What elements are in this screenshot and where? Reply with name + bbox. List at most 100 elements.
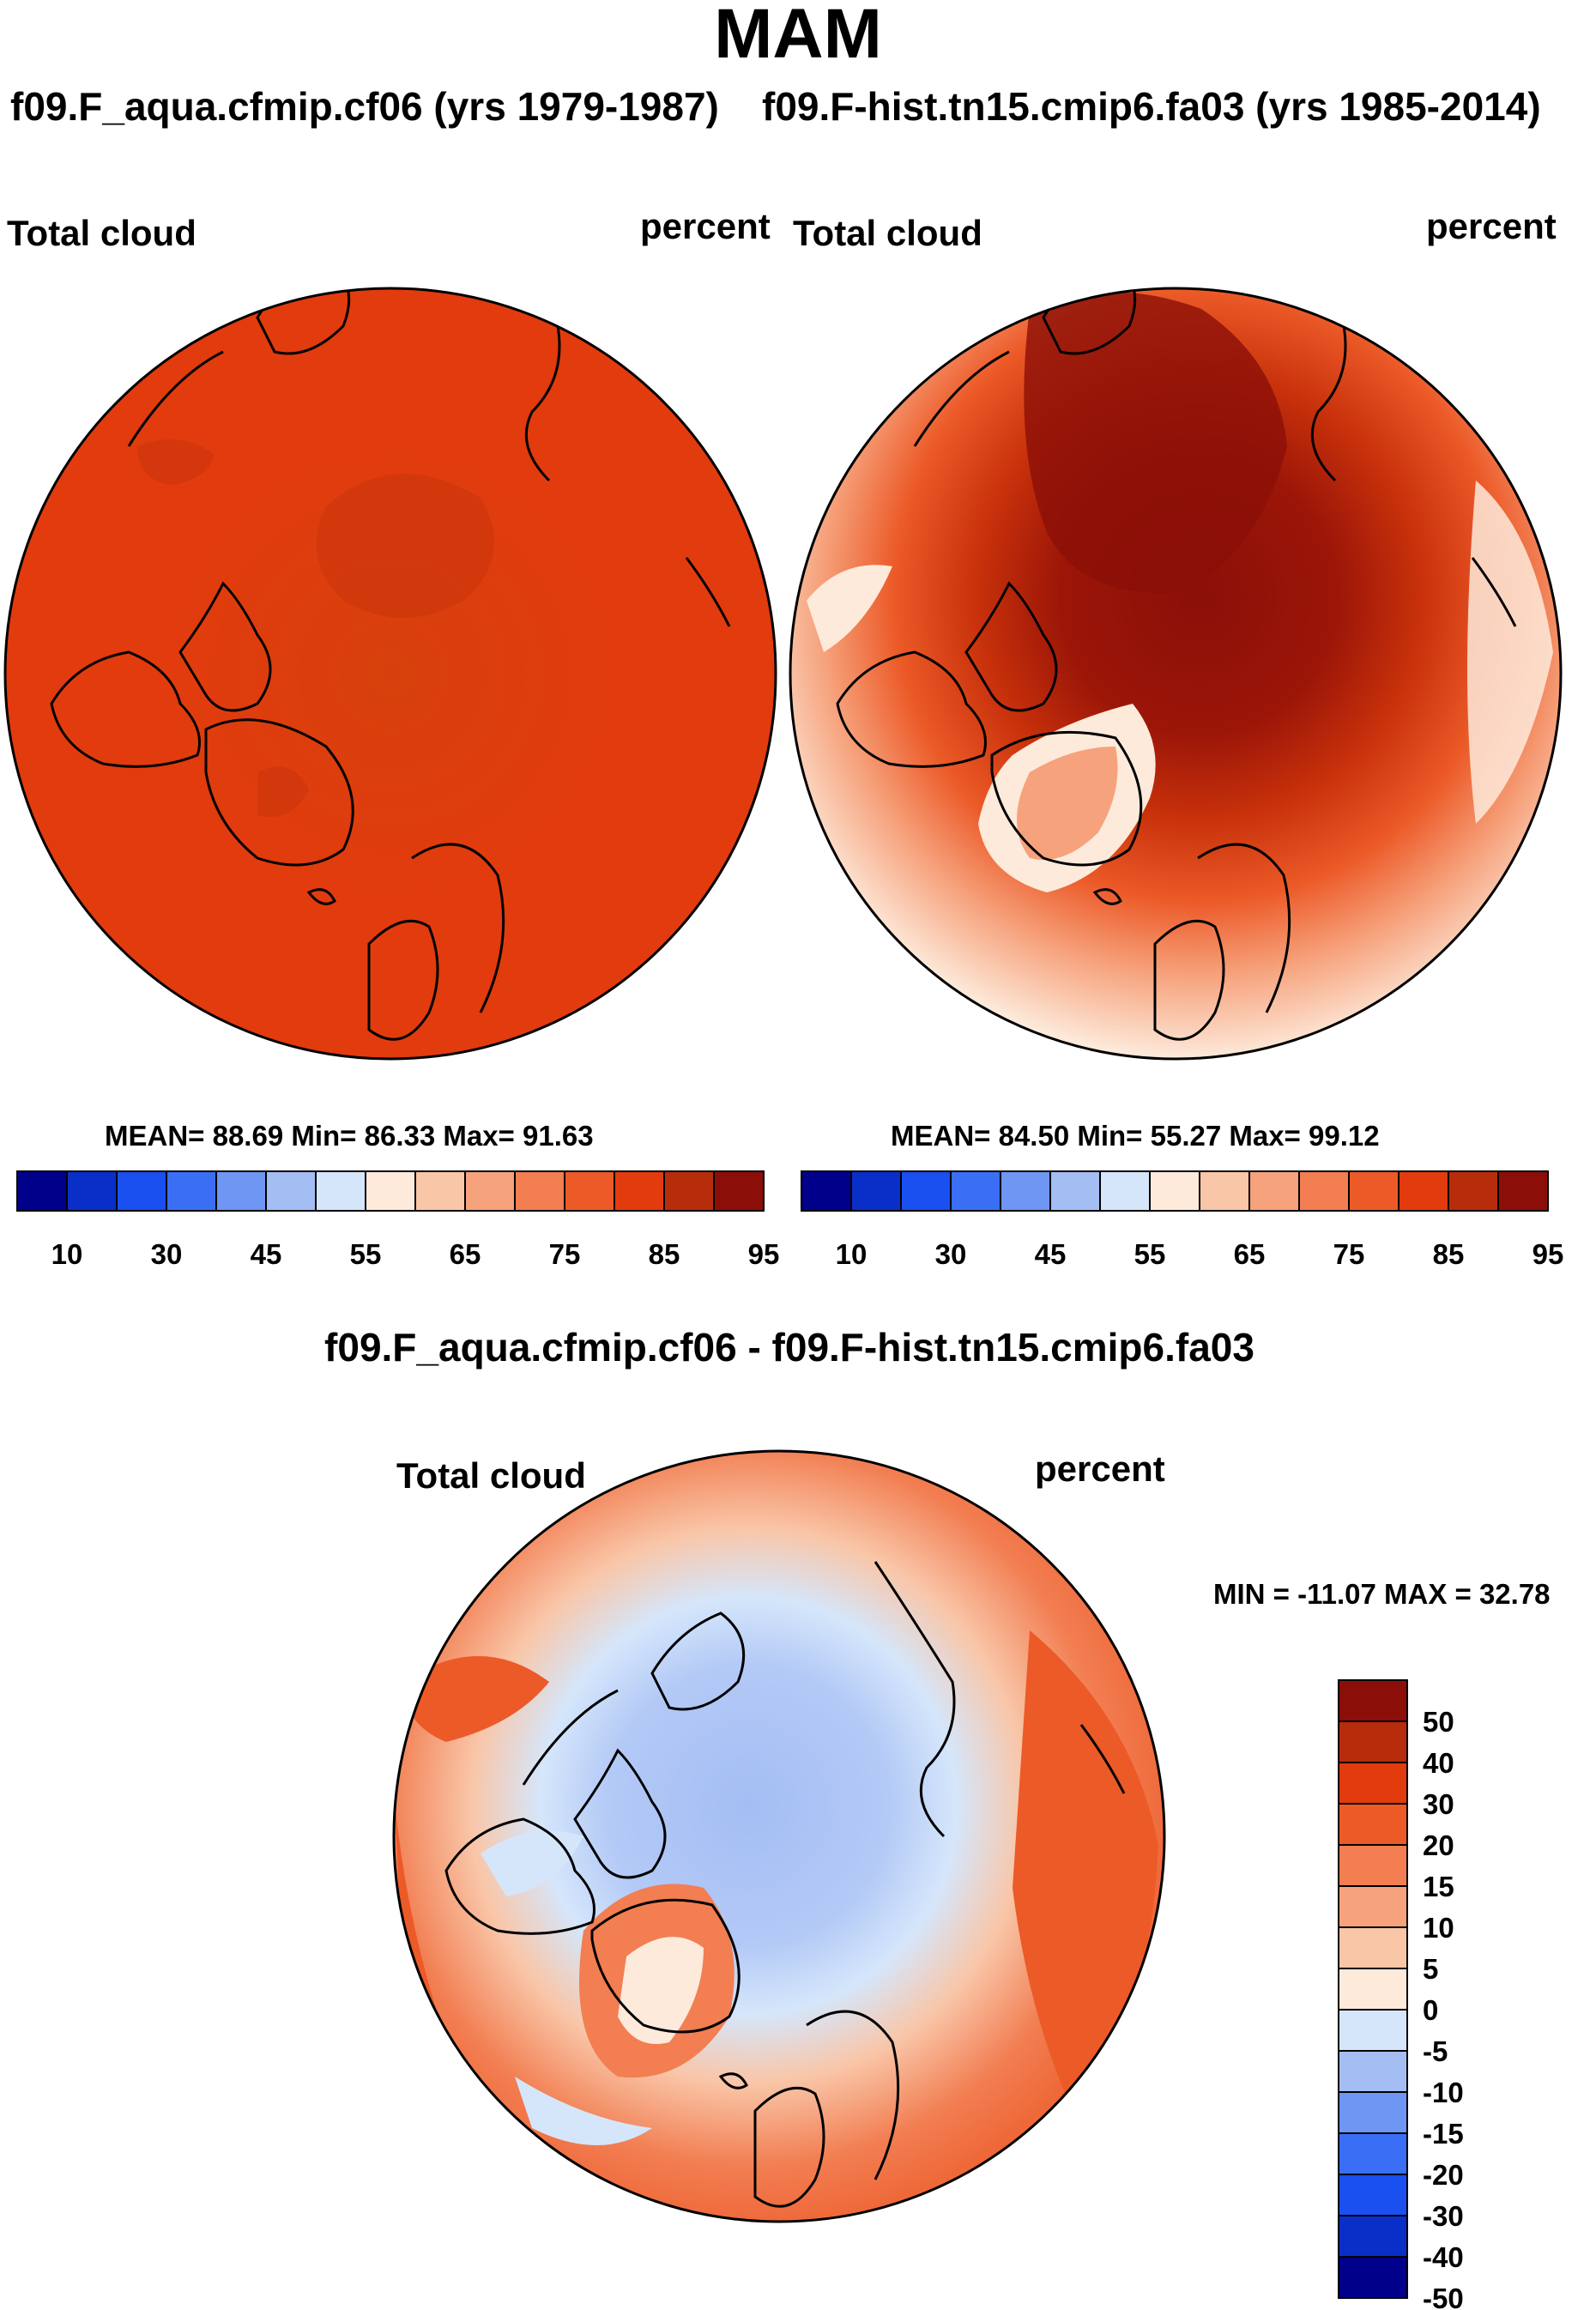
map-panel-difference bbox=[392, 1449, 1166, 2223]
labelbar-tick-label: -20 bbox=[1423, 2159, 1464, 2191]
map1-contours bbox=[137, 439, 494, 817]
labelbar-tick-label: -30 bbox=[1423, 2200, 1464, 2232]
labelbar-tick-label: -40 bbox=[1423, 2241, 1464, 2273]
labelbar-tick-label: 0 bbox=[1423, 1994, 1438, 2026]
labelbar-swatch bbox=[1338, 1968, 1408, 2011]
labelbar-swatch bbox=[1448, 1170, 1499, 1212]
labelbar-swatch bbox=[166, 1170, 217, 1212]
labelbar-swatch bbox=[365, 1170, 416, 1212]
labelbar-panel-2: 10 30 45 55 65 75 85 95 bbox=[801, 1170, 1564, 1270]
labelbar-tick-label: 50 bbox=[1423, 1706, 1454, 1738]
labelbar-tick-label: 20 bbox=[1423, 1829, 1454, 1861]
labelbar-swatch bbox=[1338, 1762, 1408, 1805]
labelbar-tick-label: 10 bbox=[51, 1238, 83, 1270]
labelbar-swatch bbox=[950, 1170, 1001, 1212]
labelbar-swatch bbox=[315, 1170, 366, 1212]
labelbar-swatch bbox=[1338, 2256, 1408, 2299]
labelbar-swatch bbox=[1338, 1679, 1408, 1722]
labelbar-swatch bbox=[1248, 1170, 1300, 1212]
diff-variable: Total cloud bbox=[396, 1455, 586, 1496]
panel1-stats: MEAN= 88.69 Min= 86.33 Max= 91.63 bbox=[105, 1120, 594, 1152]
labelbar-tick-label: -10 bbox=[1423, 2077, 1464, 2108]
case2-title: f09.F-hist.tn15.cmip6.fa03 (yrs 1985-201… bbox=[762, 84, 1541, 129]
map-panel-1 bbox=[3, 287, 777, 1061]
labelbar-swatch bbox=[1338, 1926, 1408, 1969]
labelbar-tick-label: 65 bbox=[450, 1238, 481, 1270]
labelbar-tick-label: 45 bbox=[251, 1238, 282, 1270]
labelbar-swatch bbox=[265, 1170, 317, 1212]
labelbar-swatch bbox=[1338, 1885, 1408, 1928]
map1-field bbox=[5, 288, 776, 1059]
labelbar-swatch bbox=[514, 1170, 565, 1212]
labelbar-swatch bbox=[1348, 1170, 1400, 1212]
labelbar-swatch bbox=[1338, 2215, 1408, 2258]
diff-units: percent bbox=[1035, 1448, 1165, 1489]
map1-coastlines bbox=[50, 288, 731, 1041]
labelbar-swatch bbox=[850, 1170, 902, 1212]
labelbar-swatch bbox=[900, 1170, 952, 1212]
labelbar-swatch bbox=[564, 1170, 615, 1212]
labelbar-tick-label: 85 bbox=[649, 1238, 680, 1270]
labelbar-tick-label: 10 bbox=[836, 1238, 868, 1270]
labelbar-swatch bbox=[1049, 1170, 1101, 1212]
labelbar-swatch bbox=[464, 1170, 516, 1212]
panel2-units: percent bbox=[1426, 206, 1557, 246]
labelbar-swatch bbox=[414, 1170, 466, 1212]
labelbar-tick-label: 40 bbox=[1423, 1747, 1454, 1779]
labelbar-panel-1: 10 30 45 55 65 75 85 95 bbox=[16, 1170, 780, 1270]
labelbar-swatch bbox=[16, 1170, 68, 1212]
labelbar-swatch bbox=[116, 1170, 167, 1212]
labelbar-swatch bbox=[1338, 1803, 1408, 1846]
labelbar-swatch bbox=[1000, 1170, 1051, 1212]
labelbar-tick-label: 85 bbox=[1433, 1238, 1465, 1270]
panel2-variable: Total cloud bbox=[793, 213, 982, 253]
labelbar-swatch bbox=[1398, 1170, 1449, 1212]
labelbar-swatch bbox=[1338, 1844, 1408, 1887]
labelbar-tick-label: -50 bbox=[1423, 2283, 1464, 2310]
map3-contours bbox=[395, 1630, 1158, 2145]
map2-coastlines bbox=[836, 288, 1517, 1041]
labelbar-tick-label: -5 bbox=[1423, 2035, 1448, 2067]
labelbar-swatch bbox=[1099, 1170, 1151, 1212]
map2-contours bbox=[807, 292, 1553, 892]
diff-minmax: MIN = -11.07 MAX = 32.78 bbox=[1213, 1578, 1551, 1610]
labelbar-swatch bbox=[801, 1170, 852, 1212]
map3-coastlines bbox=[444, 1561, 1126, 2208]
labelbar-swatch bbox=[713, 1170, 765, 1212]
labelbar-swatch bbox=[1338, 2091, 1408, 2134]
map-panel-2 bbox=[789, 287, 1563, 1061]
panel2-stats: MEAN= 84.50 Min= 55.27 Max= 99.12 bbox=[891, 1120, 1380, 1152]
labelbar-tick-label: 45 bbox=[1035, 1238, 1067, 1270]
labelbar-tick-label: 30 bbox=[151, 1238, 183, 1270]
labelbar-tick-label: 65 bbox=[1234, 1238, 1266, 1270]
labelbar-swatch bbox=[1298, 1170, 1350, 1212]
labelbar-swatch bbox=[1338, 2009, 1408, 2052]
labelbar-tick-label: 95 bbox=[748, 1238, 780, 1270]
case1-title: f09.F_aqua.cfmip.cf06 (yrs 1979-1987) bbox=[10, 84, 719, 129]
labelbar-tick-label: 55 bbox=[350, 1238, 382, 1270]
labelbar-swatch bbox=[1199, 1170, 1250, 1212]
labelbar-swatch bbox=[1338, 2050, 1408, 2093]
difference-title: f09.F_aqua.cfmip.cf06 - f09.F-hist.tn15.… bbox=[324, 1325, 1254, 1370]
panel1-variable: Total cloud bbox=[7, 213, 196, 253]
labelbar-swatch bbox=[614, 1170, 665, 1212]
labelbar-swatch bbox=[1497, 1170, 1549, 1212]
labelbar-swatch bbox=[1338, 2132, 1408, 2175]
labelbar-tick-label: 30 bbox=[935, 1238, 967, 1270]
labelbar-tick-label: 5 bbox=[1423, 1953, 1438, 1985]
panel1-units: percent bbox=[640, 206, 771, 246]
season-title: MAM bbox=[714, 0, 882, 73]
labelbar-tick-label: 15 bbox=[1423, 1871, 1454, 1902]
labelbar-swatch bbox=[1338, 1720, 1408, 1763]
labelbar-swatch bbox=[1149, 1170, 1200, 1212]
labelbar-tick-label: 30 bbox=[1423, 1788, 1454, 1820]
labelbar-swatch bbox=[215, 1170, 267, 1212]
labelbar-tick-label: 55 bbox=[1134, 1238, 1166, 1270]
labelbar-swatch bbox=[66, 1170, 118, 1212]
labelbar-tick-label: 95 bbox=[1533, 1238, 1564, 1270]
labelbar-tick-label: 75 bbox=[1333, 1238, 1365, 1270]
map2-field bbox=[790, 288, 1561, 1059]
labelbar-tick-label: 75 bbox=[549, 1238, 581, 1270]
